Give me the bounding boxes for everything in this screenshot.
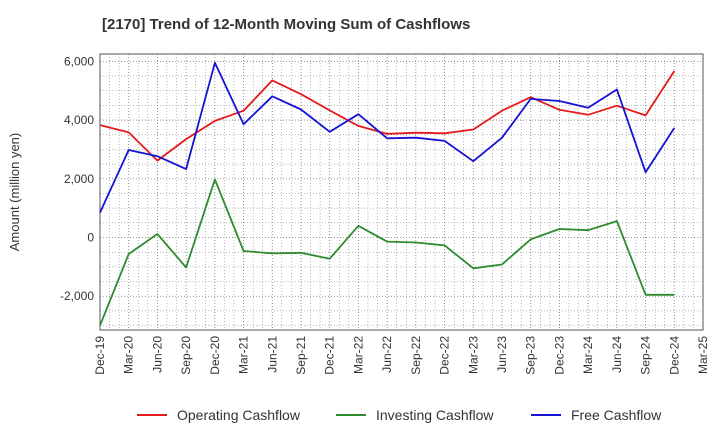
plot-frame [99, 53, 704, 331]
free-cashflow-line [99, 61, 676, 213]
x-tick-label: Mar-24 [581, 336, 595, 374]
legend-label: Operating Cashflow [177, 407, 301, 423]
x-tick-label: Mar-21 [237, 336, 251, 374]
y-tick-label: 4,000 [64, 113, 94, 127]
y-tick-label: -2,000 [60, 289, 94, 303]
x-tick-label: Mar-20 [122, 336, 136, 374]
x-tick-label: Jun-20 [150, 336, 164, 373]
y-tick-labels: -2,000 0 2,000 4,000 6,000 [60, 54, 94, 303]
x-tick-label: Jun-21 [265, 336, 279, 373]
x-tick-labels: Dec-19 Mar-20 Jun-20 Sep-20 Dec-20 Mar-21 Jun-… [93, 336, 710, 375]
x-tick-label: Jun-22 [380, 336, 394, 373]
x-tick-label: Sep-24 [639, 336, 653, 375]
x-tick-label: Jun-23 [495, 336, 509, 373]
investing-cashflow-line [99, 178, 675, 326]
x-tick-label: Dec-22 [438, 336, 452, 375]
y-axis-label: Amount (million yen) [7, 133, 22, 252]
y-tick-label: 0 [87, 231, 94, 245]
legend: Operating Cashflow Investing Cashflow Free… [137, 407, 662, 423]
x-tick-label: Sep-23 [524, 336, 538, 375]
chart-title: [2170] Trend of 12-Month Moving Sum of C… [102, 16, 470, 33]
x-tick-label: Mar-23 [466, 336, 480, 374]
x-tick-label: Sep-20 [179, 336, 193, 375]
grid-lines [99, 54, 703, 330]
y-tick-label: 2,000 [64, 172, 94, 186]
x-tick-label: Sep-21 [294, 336, 308, 375]
plot-area [99, 53, 704, 331]
x-tick-label: Dec-23 [552, 336, 566, 375]
x-tick-label: Sep-22 [409, 336, 423, 375]
x-tick-label: Mar-22 [351, 336, 365, 374]
x-tick-label: Jun-24 [610, 336, 624, 373]
legend-label: Free Cashflow [571, 407, 662, 423]
legend-label: Investing Cashflow [376, 407, 494, 423]
x-tick-label: Mar-25 [696, 336, 710, 374]
y-tick-label: 6,000 [64, 54, 94, 68]
x-tick-label: Dec-19 [93, 336, 107, 375]
x-tick-label: Dec-24 [667, 336, 681, 375]
x-tick-label: Dec-20 [208, 336, 222, 375]
x-tick-label: Dec-21 [323, 336, 337, 375]
series-lines [99, 61, 676, 326]
